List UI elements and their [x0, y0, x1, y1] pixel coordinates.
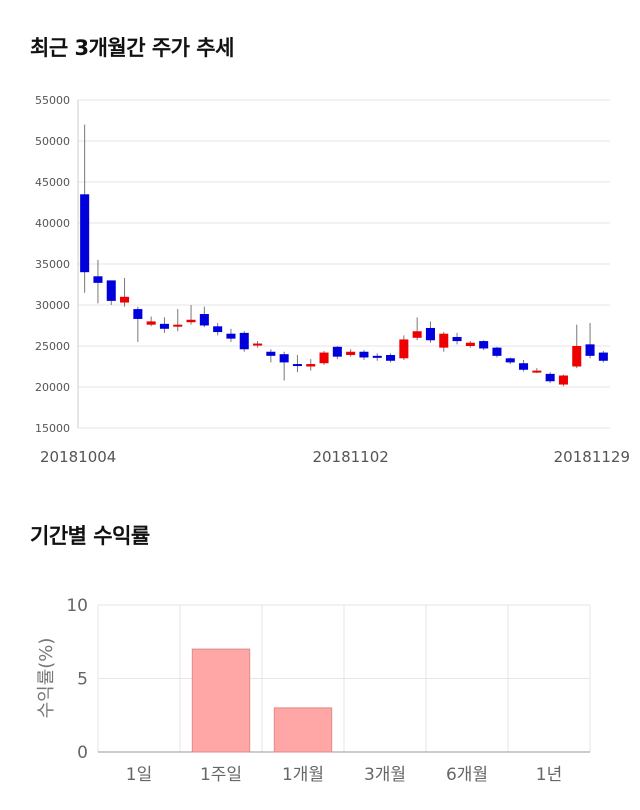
candle-body: [199, 314, 209, 326]
candle-body: [319, 352, 329, 364]
candle-body: [492, 347, 502, 356]
candle-body: [532, 370, 542, 373]
x-tick-label: 20181129: [554, 448, 630, 466]
candle-body: [465, 342, 475, 346]
x-tick-label: 20181004: [40, 448, 116, 466]
y-tick-label: 25000: [35, 340, 70, 353]
y-tick-label: 35000: [35, 258, 70, 271]
y-tick-label: 55000: [35, 94, 70, 107]
candle-body: [159, 323, 169, 329]
candle-body: [372, 355, 382, 358]
candle-body: [120, 296, 130, 303]
candle-body: [213, 326, 223, 333]
x-tick-label: 1개월: [282, 765, 324, 785]
candle-body: [173, 324, 183, 327]
candle-body: [545, 373, 555, 382]
candle-body: [226, 333, 236, 339]
candle-body: [346, 351, 356, 356]
y-tick-label: 50000: [35, 135, 70, 148]
candle-body: [572, 346, 582, 367]
candle-body: [306, 364, 316, 367]
candle-body: [359, 351, 369, 358]
y-tick-label: 40000: [35, 217, 70, 230]
candle-body: [266, 351, 276, 356]
x-tick-label: 1주일: [200, 765, 242, 785]
y-axis-label: 수익률(%): [36, 638, 57, 719]
price-trend-title: 최근 3개월간 주가 추세: [30, 36, 234, 60]
candle-body: [479, 341, 489, 349]
x-tick-label: 3개월: [364, 765, 406, 785]
candle-body: [386, 355, 396, 361]
candle-body: [412, 331, 422, 338]
candle-body: [332, 346, 342, 357]
candle-body: [452, 336, 462, 342]
candle-body: [106, 280, 116, 301]
candlestick-chart: 15000 20000 25000 30000 35000 40000 45000 50000…: [35, 94, 630, 466]
y-tick-label: 0: [77, 743, 88, 763]
return-bar: [191, 648, 251, 753]
candle-body: [505, 358, 515, 363]
y-tick-label: 20000: [35, 381, 70, 394]
candle-body: [80, 194, 90, 273]
candle-body: [558, 375, 568, 385]
x-tick-label: 6개월: [446, 765, 488, 785]
y-tick-label: 10: [66, 596, 88, 616]
candle-body: [399, 339, 409, 359]
candle-body: [133, 309, 143, 319]
returns-title: 기간별 수익률: [30, 524, 150, 548]
candle-body: [146, 321, 156, 325]
x-tick-label: 1일: [126, 765, 152, 785]
candle-body: [292, 364, 302, 367]
y-tick-label: 45000: [35, 176, 70, 189]
candle-body: [585, 344, 595, 356]
candle-body: [519, 363, 529, 370]
return-bar: [273, 707, 333, 753]
y-tick-label: 30000: [35, 299, 70, 312]
x-tick-label: 20181102: [312, 448, 388, 466]
candle-body: [93, 276, 103, 283]
y-tick-label: 5: [77, 670, 88, 690]
x-tick-label: 1년: [536, 765, 562, 785]
candle-body: [598, 352, 608, 361]
candle-body: [186, 319, 196, 323]
y-tick-label: 15000: [35, 422, 70, 435]
candle-body: [253, 343, 263, 346]
candle-body: [239, 332, 249, 350]
candle-body: [439, 333, 449, 348]
candle-body: [279, 354, 289, 363]
candle-body: [425, 327, 435, 341]
